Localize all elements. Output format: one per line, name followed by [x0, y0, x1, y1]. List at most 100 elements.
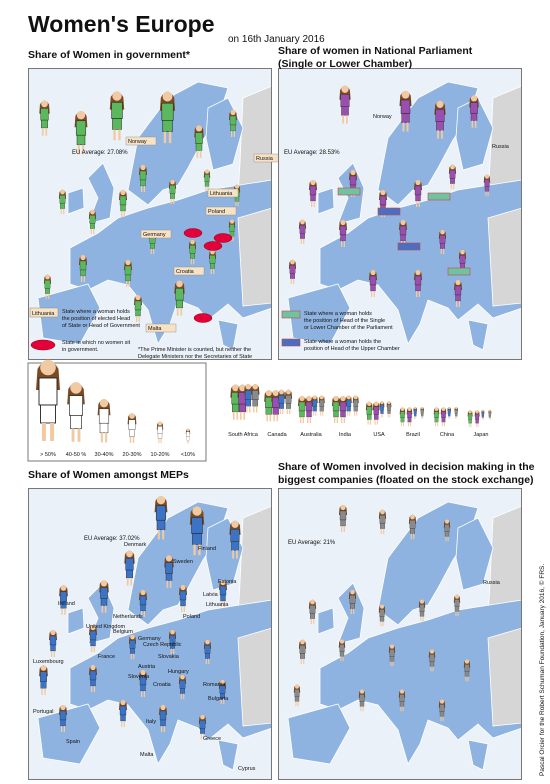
footnote: *The Prime Minister is counted, but neit…: [138, 347, 251, 353]
panel-title: biggest companies (floated on the stock …: [278, 474, 534, 486]
chamber-marker: [337, 187, 361, 196]
panel-title: Share of women in National Parliament: [278, 45, 473, 57]
scale-label: 20-30%: [123, 452, 142, 458]
place-label: Croatia: [153, 682, 172, 688]
chamber-marker: [447, 267, 471, 276]
place-label: Luxembourg: [33, 659, 64, 665]
place-label: Estonia: [218, 579, 237, 585]
place-label: Russia: [256, 156, 274, 162]
label-box: [207, 188, 239, 198]
woman-figure: [406, 406, 413, 427]
place-label: Belgium: [113, 629, 133, 635]
woman-figure: [311, 395, 319, 417]
country-label: Canada: [267, 432, 287, 438]
label-box: [205, 206, 237, 216]
place-label: United Kingdom: [86, 624, 126, 630]
place-label: Lithuania: [206, 602, 229, 608]
country-label: India: [339, 432, 352, 438]
panel-title: (Single or Lower Chamber): [278, 58, 412, 70]
legend-text: position of Head of the Upper Chamber: [304, 346, 400, 352]
label-box: [140, 229, 172, 239]
place-label: Slovakia: [158, 654, 180, 660]
woman-figure: [488, 409, 492, 421]
place-label: Germany: [143, 232, 166, 238]
woman-figure: [365, 401, 374, 426]
woman-figure: [331, 395, 341, 424]
chamber-marker: [397, 242, 421, 251]
legend-swatch: [281, 310, 301, 319]
place-label: Hungary: [168, 669, 189, 675]
country-label: Australia: [300, 432, 322, 438]
eu-average: EU Average: 37.02%: [84, 536, 140, 542]
legend-swatch: [30, 339, 56, 351]
legend-text: the position of Head of the Single: [304, 318, 385, 324]
place-label: Czech Republic: [143, 642, 182, 648]
place-label: Ireland: [58, 601, 75, 607]
legend-text: State in which no women sit: [62, 340, 131, 346]
woman-figure: [474, 409, 480, 428]
place-label: Norway: [128, 139, 147, 145]
scale-label: <10%: [181, 452, 195, 458]
woman-figure: [372, 401, 381, 426]
parliament-map: EU Average: 28.53% Norway Russia State wher…: [277, 67, 523, 361]
woman-figure: [440, 406, 447, 427]
place-label: Netherlands: [113, 614, 143, 620]
woman-figure: [386, 400, 392, 418]
woman-figure: [420, 406, 425, 420]
scale-label: 40-50 %: [66, 452, 87, 458]
companies-map: EU Average: 21% Russia: [277, 487, 523, 781]
scale-label: > 50%: [40, 452, 56, 458]
legend-text: State where a woman holds: [304, 311, 372, 317]
place-label: Lithuania: [210, 191, 233, 197]
place-label: France: [98, 654, 115, 660]
place-label: Spain: [66, 739, 80, 745]
country-label: Brazil: [406, 432, 420, 438]
woman-figure: [250, 383, 260, 413]
world-comparison: South Africa Canada Australia India USA Brazi…: [228, 383, 492, 438]
place-label: Denmark: [124, 542, 147, 548]
place-label: Finland: [198, 546, 216, 552]
chamber-marker: [377, 207, 401, 216]
scale-label: 10-20%: [151, 452, 170, 458]
legend-swatch-label: Lithuania: [32, 311, 55, 317]
place-label: Austria: [138, 664, 156, 670]
chamber-marker: [427, 192, 451, 201]
country-label: USA: [373, 432, 385, 438]
woman-figure: [345, 395, 353, 417]
country-label: China: [440, 432, 455, 438]
woman-figure: [277, 389, 286, 415]
legend-swatch: [29, 307, 59, 318]
no-women-marker: [183, 228, 203, 238]
place-label: Sweden: [173, 559, 193, 565]
place-label: Romania: [203, 682, 226, 688]
place-label: Malta: [148, 326, 162, 332]
country-label: South Africa: [228, 432, 259, 438]
woman-figure: [318, 395, 326, 417]
woman-figure: [454, 406, 459, 420]
place-label: Cyprus: [238, 766, 256, 772]
woman-figure: [433, 406, 440, 427]
legend-text: in government.: [62, 347, 99, 353]
scale-label: 30-40%: [95, 452, 114, 458]
page-title: Women's Europe: [28, 11, 215, 37]
eu-average: EU Average: 21%: [288, 540, 336, 546]
woman-figure: [447, 406, 452, 420]
woman-figure: [338, 395, 348, 424]
woman-figure: [467, 409, 473, 428]
woman-figure: [284, 389, 293, 415]
label-box: [145, 323, 177, 333]
place-label: Croatia: [176, 269, 195, 275]
place-label: Poland: [208, 209, 225, 215]
eu-average: EU Average: 28.53%: [284, 150, 340, 156]
mep-map: EU Average: 37.02%Denmark Finland Sweden Es…: [27, 487, 273, 781]
legend-text: the position of elected Head: [62, 316, 130, 322]
panel-title: Share of Women in government*: [28, 49, 191, 61]
woman-figure: [304, 395, 314, 424]
country-label: Japan: [474, 432, 489, 438]
place-label: Russia: [483, 580, 501, 586]
woman-figure: [352, 395, 360, 417]
place-label: Germany: [138, 636, 161, 642]
woman-figure: [481, 409, 485, 421]
place-label: Greece: [203, 736, 221, 742]
